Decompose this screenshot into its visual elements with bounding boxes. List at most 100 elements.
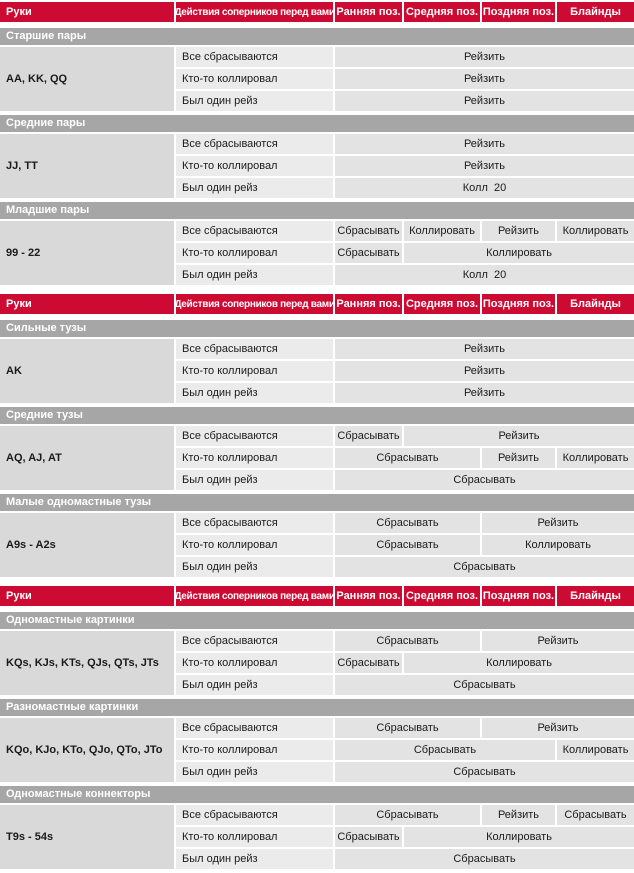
decision-cell: Рейзить: [335, 339, 634, 359]
opponent-action-cell: Был один рейз: [176, 557, 333, 577]
decision-cell: Рейзить: [482, 221, 555, 241]
decision-cell: Сбрасывать: [335, 513, 480, 533]
strategy-table-1: Руки Действия соперников перед вами Ранняя…: [0, 2, 634, 285]
decision-cell: Коллировать: [557, 221, 634, 241]
decision-cell: Коллировать: [404, 827, 634, 847]
column-header-early-pos: Ранняя поз.: [335, 586, 402, 606]
opponent-action-cell: Был один рейз: [176, 91, 333, 111]
decision-cell: Сбрасывать: [335, 535, 480, 555]
section-header: Малые одномастные тузы: [0, 494, 634, 511]
decision-cell: Рейзить: [335, 69, 634, 89]
hands-cell: AQ, AJ, AT: [0, 426, 174, 490]
decision-cell: Сбрасывать: [335, 557, 634, 577]
decision-cell: Коллировать: [557, 448, 634, 468]
decision-cell: Сбрасывать: [335, 426, 402, 446]
opponent-action-cell: Кто-то коллировал: [176, 827, 333, 847]
opponent-action-cell: Кто-то коллировал: [176, 361, 333, 381]
decision-cell: Сбрасывать: [335, 448, 480, 468]
opponent-action-cell: Кто-то коллировал: [176, 535, 333, 555]
column-header-hands: Руки: [0, 294, 174, 314]
column-header-blinds: Блайнды: [557, 2, 634, 22]
decision-cell: Рейзить: [335, 156, 634, 176]
decision-cell: Рейзить: [335, 134, 634, 154]
section-header: Средние пары: [0, 115, 634, 132]
section-rows-grid: AK Все сбрасываются Рейзить Кто-то коллиров…: [0, 339, 634, 403]
opponent-action-cell: Был один рейз: [176, 849, 333, 869]
opponent-action-cell: Кто-то коллировал: [176, 156, 333, 176]
column-header-late-pos: Поздняя поз.: [482, 294, 555, 314]
decision-cell: Сбрасывать: [335, 827, 402, 847]
column-header-middle-pos: Средняя поз.: [404, 586, 480, 606]
opponent-action-cell: Все сбрасываются: [176, 631, 333, 651]
decision-cell: Сбрасывать: [335, 221, 402, 241]
hands-cell: JJ, TT: [0, 134, 174, 198]
column-header-opponent-actions: Действия соперников перед вами: [176, 586, 333, 606]
column-header-hands: Руки: [0, 586, 174, 606]
decision-cell: Рейзить: [335, 361, 634, 381]
opponent-action-cell: Кто-то коллировал: [176, 69, 333, 89]
decision-cell: Сбрасывать: [335, 718, 480, 738]
column-header-blinds: Блайнды: [557, 586, 634, 606]
section-rows-grid: A9s - A2s Все сбрасываются Сбрасывать Рейзи…: [0, 513, 634, 577]
section-rows-grid: AA, KK, QQ Все сбрасываются Рейзить Кто-то …: [0, 47, 634, 111]
decision-cell: Рейзить: [482, 448, 555, 468]
decision-cell: Сбрасывать: [335, 740, 555, 760]
section-rows-grid: KQs, KJs, KTs, QJs, QTs, JTs Все сбрасыва…: [0, 631, 634, 695]
section-rows-grid: 99 - 22 Все сбрасываются Сбрасывать Коллиро…: [0, 221, 634, 285]
decision-cell: Коллировать: [557, 740, 634, 760]
section-header: Одномастные коннекторы: [0, 786, 634, 803]
hands-cell: 99 - 22: [0, 221, 174, 285]
decision-cell: Рейзить: [482, 631, 634, 651]
opponent-action-cell: Был один рейз: [176, 383, 333, 403]
section-header: Одномастные картинки: [0, 612, 634, 629]
table-header-row: Руки Действия соперников перед вами Ранняя…: [0, 2, 634, 22]
decision-cell: Сбрасывать: [335, 243, 402, 263]
column-header-middle-pos: Средняя поз.: [404, 2, 480, 22]
decision-cell: Рейзить: [482, 805, 555, 825]
decision-cell: Коллировать: [404, 221, 480, 241]
column-header-early-pos: Ранняя поз.: [335, 2, 402, 22]
hands-cell: KQs, KJs, KTs, QJs, QTs, JTs: [0, 631, 174, 695]
column-header-blinds: Блайнды: [557, 294, 634, 314]
hands-cell: AA, KK, QQ: [0, 47, 174, 111]
section-header: Средние тузы: [0, 407, 634, 424]
section-header: Сильные тузы: [0, 320, 634, 337]
column-header-opponent-actions: Действия соперников перед вами: [176, 2, 333, 22]
opponent-action-cell: Все сбрасываются: [176, 134, 333, 154]
decision-cell: Колл 20: [335, 265, 634, 285]
opponent-action-cell: Кто-то коллировал: [176, 448, 333, 468]
section-header: Младшие пары: [0, 202, 634, 219]
strategy-table-3: Руки Действия соперников перед вами Ранняя…: [0, 586, 634, 869]
opponent-action-cell: Был один рейз: [176, 178, 333, 198]
decision-cell: Сбрасывать: [335, 762, 634, 782]
decision-cell: Сбрасывать: [335, 470, 634, 490]
opponent-action-cell: Все сбрасываются: [176, 339, 333, 359]
opponent-action-cell: Все сбрасываются: [176, 513, 333, 533]
column-header-late-pos: Поздняя поз.: [482, 2, 555, 22]
opponent-action-cell: Кто-то коллировал: [176, 243, 333, 263]
opponent-action-cell: Кто-то коллировал: [176, 740, 333, 760]
section-rows-grid: KQo, KJo, KTo, QJo, QTo, JTo Все сбрасыва…: [0, 718, 634, 782]
table-header-row: Руки Действия соперников перед вами Ранняя…: [0, 586, 634, 606]
strategy-table-2: Руки Действия соперников перед вами Ранняя…: [0, 294, 634, 577]
section-rows-grid: T9s - 54s Все сбрасываются Сбрасывать Рейзи…: [0, 805, 634, 869]
decision-cell: Рейзить: [335, 383, 634, 403]
opponent-action-cell: Все сбрасываются: [176, 805, 333, 825]
opponent-action-cell: Все сбрасываются: [176, 426, 333, 446]
column-header-hands: Руки: [0, 2, 174, 22]
decision-cell: Рейзить: [482, 513, 634, 533]
opponent-action-cell: Все сбрасываются: [176, 221, 333, 241]
column-header-middle-pos: Средняя поз.: [404, 294, 480, 314]
section-header: Старшие пары: [0, 28, 634, 45]
hands-cell: AK: [0, 339, 174, 403]
opponent-action-cell: Был один рейз: [176, 470, 333, 490]
opponent-action-cell: Был один рейз: [176, 265, 333, 285]
opponent-action-cell: Все сбрасываются: [176, 718, 333, 738]
decision-cell: Сбрасывать: [335, 805, 480, 825]
decision-cell: Сбрасывать: [335, 653, 402, 673]
decision-cell: Коллировать: [482, 535, 634, 555]
column-header-opponent-actions: Действия соперников перед вами: [176, 294, 333, 314]
decision-cell: Рейзить: [335, 91, 634, 111]
decision-cell: Сбрасывать: [335, 849, 634, 869]
